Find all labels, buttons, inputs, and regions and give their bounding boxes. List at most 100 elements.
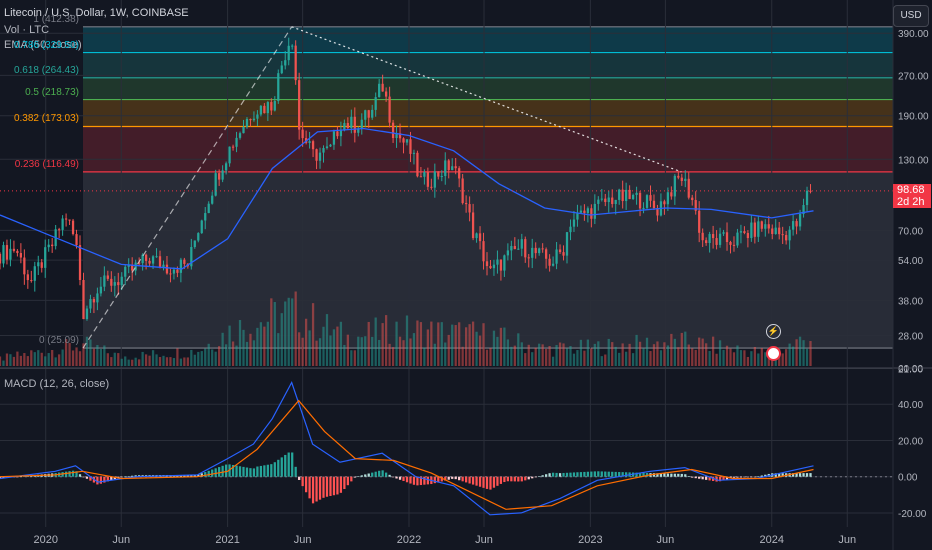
lightning-icon[interactable]: ⚡	[766, 324, 781, 339]
volume-bar	[339, 321, 343, 366]
candle-body	[499, 259, 503, 271]
candle-body	[771, 228, 774, 234]
macd-y-tick-label: 40.00	[898, 400, 923, 411]
candle-body	[110, 278, 113, 286]
volume-bar	[197, 351, 200, 366]
macd-histogram-bar	[64, 471, 68, 477]
candle-body	[583, 210, 586, 214]
candle-body	[736, 232, 739, 246]
candle-body	[235, 137, 238, 147]
signal-line	[0, 399, 814, 510]
macd-histogram-bar	[451, 476, 454, 479]
candle-body	[301, 129, 304, 139]
volume-bar	[315, 340, 318, 366]
candle-body	[791, 221, 795, 230]
candle-body	[92, 299, 96, 303]
candle-body	[684, 178, 687, 181]
y-tick-label: 270.00	[898, 71, 929, 82]
candle-body	[621, 189, 624, 202]
candle-body	[569, 226, 572, 233]
volume-bar	[715, 353, 718, 366]
volume-bar	[604, 354, 607, 366]
macd-histogram-bar	[287, 452, 290, 477]
volume-bar	[249, 333, 252, 366]
volume-bar	[635, 334, 638, 366]
volume-bar	[58, 354, 61, 366]
macd-histogram-bar	[224, 464, 228, 477]
volume-bar	[764, 352, 767, 366]
volume-bar	[311, 303, 315, 366]
candle-body	[513, 246, 516, 250]
candle-body	[670, 192, 673, 197]
volume-bar	[621, 343, 624, 366]
volume-bar	[541, 344, 544, 366]
macd-histogram-bar	[684, 474, 687, 477]
volume-bar	[478, 335, 482, 366]
volume-bar	[71, 350, 75, 366]
volume-bar	[228, 325, 231, 366]
current-price-countdown: 2d 2h	[897, 195, 925, 208]
macd-histogram-bar	[590, 471, 593, 477]
candle-body	[447, 160, 450, 171]
ema-legend[interactable]: EMA (50, close)	[4, 39, 82, 51]
volume-bar	[684, 331, 687, 366]
macd-histogram-bar	[750, 476, 753, 478]
volume-bar	[433, 343, 436, 366]
flag-icon[interactable]	[766, 346, 781, 361]
macd-histogram-bar	[746, 476, 750, 478]
volume-bar	[47, 353, 50, 366]
x-tick-label: Jun	[112, 534, 130, 546]
macd-legend[interactable]: MACD (12, 26, close)	[4, 378, 110, 390]
volume-bar	[179, 358, 183, 366]
y-tick-label: 54.00	[898, 256, 923, 267]
candle-body	[607, 197, 610, 203]
y-tick-label: 70.00	[898, 226, 923, 237]
volume-legend[interactable]: Vol · LTC	[4, 24, 50, 36]
volume-bar	[44, 356, 47, 366]
volume-bar	[40, 352, 43, 366]
volume-bar	[113, 352, 116, 366]
volume-bar	[565, 348, 569, 366]
candle-body	[291, 45, 294, 47]
macd-histogram-bar	[242, 466, 245, 477]
macd-histogram-bar	[381, 470, 384, 477]
candle-body	[635, 192, 638, 195]
volume-bar	[458, 322, 461, 366]
macd-histogram-bar	[551, 472, 555, 477]
candle-body	[666, 192, 670, 205]
volume-bar	[346, 334, 349, 366]
macd-histogram-bar	[513, 476, 516, 482]
volume-bar	[367, 321, 370, 366]
macd-histogram-bar	[635, 472, 638, 477]
candle-body	[193, 240, 196, 247]
symbol-title[interactable]: Litecoin / U.S. Dollar, 1W, COINBASE	[4, 7, 189, 19]
candle-body	[138, 262, 141, 264]
candle-body	[764, 224, 767, 229]
fib-level-label: 0.5 (218.73)	[25, 86, 79, 98]
ema-line	[0, 127, 814, 270]
candle-body	[485, 261, 489, 267]
macd-histogram-bar	[391, 476, 395, 478]
volume-bar	[691, 348, 694, 366]
volume-bar	[475, 331, 478, 366]
candle-body	[496, 259, 499, 265]
candle-body	[127, 265, 130, 267]
candle-body	[750, 222, 753, 239]
volume-bar	[30, 350, 33, 366]
macd-histogram-bar	[499, 476, 503, 484]
fib-zone	[82, 26, 893, 53]
macd-histogram-bar	[336, 476, 339, 495]
candle-body	[701, 232, 704, 241]
volume-bar	[492, 330, 496, 366]
macd-histogram-bar	[68, 471, 71, 477]
macd-histogram-bar	[475, 476, 478, 486]
volume-bar	[628, 343, 631, 366]
fib-level-label: 0.236 (116.49)	[14, 158, 79, 170]
macd-histogram-bar	[506, 476, 510, 482]
macd-histogram-bar	[308, 476, 311, 499]
currency-button[interactable]: USD	[893, 5, 929, 27]
volume-bar	[708, 350, 711, 366]
volume-bar	[322, 326, 325, 366]
volume-bar	[722, 349, 725, 366]
